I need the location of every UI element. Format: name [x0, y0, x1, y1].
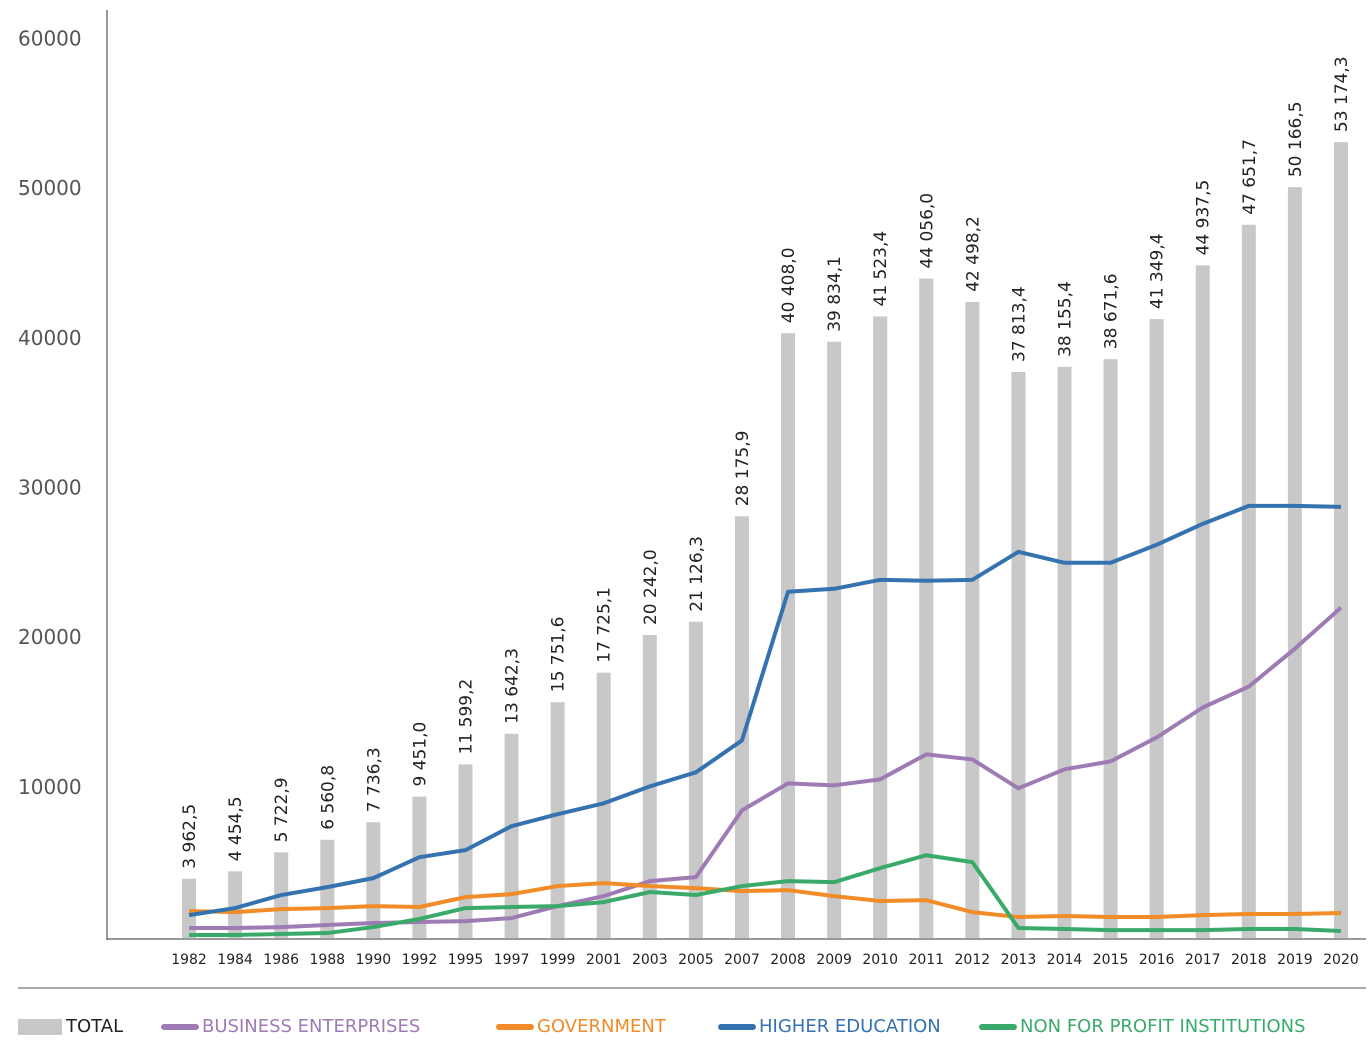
x-tick-label: 1986: [263, 952, 299, 968]
bar: [919, 278, 934, 938]
bar: [688, 621, 703, 938]
data-label: 44 937,5: [1194, 180, 1214, 256]
data-label: 38 671,6: [1102, 273, 1122, 349]
y-tick-label: 30000: [18, 475, 82, 499]
x-tick-label: 2005: [678, 952, 714, 968]
data-label: 41 523,4: [871, 231, 891, 307]
x-tick-label: 1984: [217, 952, 253, 968]
data-label: 5 722,9: [272, 777, 292, 842]
x-tick-label: 2014: [1047, 952, 1083, 968]
bar: [412, 796, 427, 938]
bar: [873, 316, 888, 938]
x-tick-label: 2018: [1231, 952, 1267, 968]
bar: [182, 878, 197, 938]
bar: [550, 702, 565, 938]
line: [189, 606, 1343, 930]
data-label: 53 174,3: [1332, 56, 1352, 132]
bar: [1103, 359, 1118, 938]
legend-label: GOVERNMENT: [537, 1016, 667, 1037]
x-tick-label: 2003: [632, 952, 668, 968]
data-label: 7 736,3: [364, 747, 384, 812]
line: [188, 881, 1342, 920]
data-label: 50 166,5: [1286, 101, 1306, 177]
y-tick-label: 40000: [18, 326, 82, 350]
legend-label: NON FOR PROFIT INSTITUTIONS: [1020, 1016, 1306, 1037]
data-label: 9 451,0: [410, 722, 430, 787]
bar: [1149, 319, 1164, 938]
line: [188, 503, 1342, 918]
y-tick-label: 20000: [18, 625, 82, 649]
x-tick-label: 2017: [1185, 952, 1221, 968]
x-tick-label: 2016: [1139, 952, 1175, 968]
x-tick-label: 1990: [356, 952, 392, 968]
bar: [1057, 366, 1072, 939]
data-label: 6 560,8: [318, 765, 338, 830]
x-tick-label: 2015: [1093, 952, 1129, 968]
legend-label: BUSINESS ENTERPRISES: [202, 1016, 420, 1037]
y-tick-label: 50000: [18, 176, 82, 200]
legend-label: TOTAL: [65, 1016, 123, 1037]
legend-swatch: [18, 1019, 62, 1035]
bar: [228, 871, 243, 938]
data-label: 39 834,1: [825, 256, 845, 332]
x-tick-label: 1999: [540, 952, 576, 968]
data-label: 20 242,0: [641, 549, 661, 625]
x-tick-label: 1992: [402, 952, 438, 968]
data-label: 4 454,5: [226, 796, 246, 861]
bar: [1333, 142, 1348, 938]
legend-label: HIGHER EDUCATION: [759, 1016, 941, 1037]
x-tick-label: 2007: [724, 952, 760, 968]
x-tick-label: 1995: [448, 952, 484, 968]
bar: [504, 733, 519, 938]
data-label: 37 813,4: [1009, 286, 1029, 362]
x-tick-label: 2008: [770, 952, 806, 968]
data-label: 41 349,4: [1148, 233, 1168, 309]
bar: [734, 516, 749, 938]
bar: [781, 333, 796, 938]
y-tick-label: 60000: [18, 26, 82, 50]
bar: [1287, 187, 1302, 938]
data-label: 42 498,2: [963, 216, 983, 292]
data-label: 21 126,3: [687, 536, 707, 612]
data-label: 17 725,1: [595, 587, 615, 663]
x-tick-label: 1988: [309, 952, 345, 968]
bar: [1011, 372, 1026, 938]
data-label: 3 962,5: [180, 804, 200, 869]
line: [189, 853, 1342, 938]
bar: [827, 341, 842, 939]
data-label: 38 155,4: [1056, 281, 1076, 357]
bar: [965, 301, 980, 938]
data-label: 15 751,6: [549, 617, 569, 693]
x-tick-label: 2010: [862, 952, 898, 968]
x-tick-label: 2013: [1001, 952, 1037, 968]
x-tick-label: 2009: [816, 952, 852, 968]
data-label: 44 056,0: [917, 193, 937, 269]
data-label: 11 599,2: [457, 679, 477, 755]
x-tick-label: 2012: [955, 952, 991, 968]
data-label: 47 651,7: [1240, 139, 1260, 215]
data-label: 28 175,9: [733, 431, 753, 507]
x-tick-label: 2001: [586, 952, 622, 968]
data-label: 40 408,0: [779, 247, 799, 323]
x-tick-label: 1997: [494, 952, 530, 968]
x-tick-label: 2019: [1277, 952, 1313, 968]
bar: [1195, 265, 1210, 938]
bar: [1241, 224, 1256, 938]
x-tick-label: 2020: [1323, 952, 1359, 968]
x-tick-label: 1982: [171, 952, 207, 968]
y-tick-label: 10000: [18, 775, 82, 799]
data-label: 13 642,3: [503, 648, 523, 724]
x-tick-label: 2011: [908, 952, 944, 968]
bar: [596, 672, 611, 938]
